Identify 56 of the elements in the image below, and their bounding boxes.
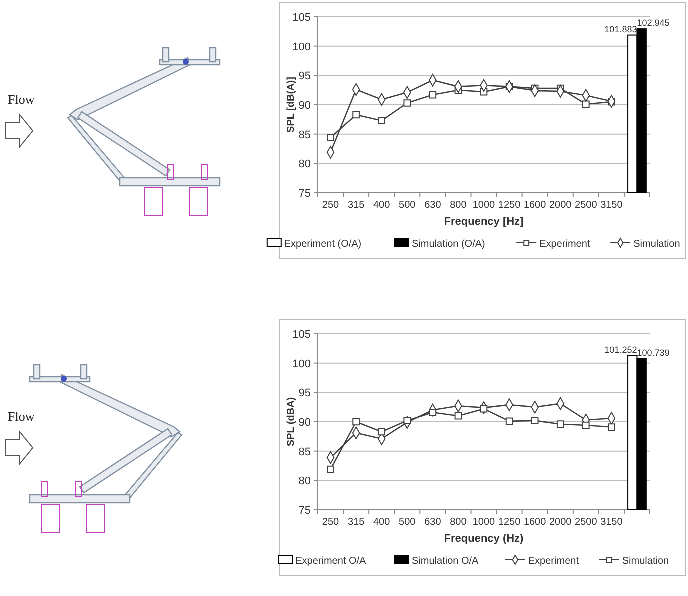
legend-label: Simulation bbox=[634, 239, 680, 250]
x-tick-label: 2500 bbox=[575, 200, 598, 211]
y-axis-title: SPL [dB(A)] bbox=[286, 77, 297, 133]
data-label: 101.252 bbox=[604, 344, 638, 355]
y-tick-label: 90 bbox=[298, 417, 311, 429]
data-label: 102.945 bbox=[637, 18, 670, 28]
y-tick-label: 75 bbox=[298, 188, 311, 200]
x-tick-label: 1600 bbox=[524, 200, 547, 211]
x-tick-label: 3150 bbox=[600, 200, 624, 211]
legend-label: Experiment O/A bbox=[296, 556, 367, 567]
y-tick-label: 90 bbox=[298, 100, 311, 112]
y-tick-label: 75 bbox=[298, 505, 311, 517]
x-tick-label: 250 bbox=[322, 200, 340, 211]
x-tick-label: 1250 bbox=[498, 200, 522, 211]
x-tick-label: 400 bbox=[374, 200, 391, 211]
x-tick-label: 800 bbox=[450, 517, 468, 528]
y-tick-label: 100 bbox=[292, 358, 311, 370]
x-tick-label: 630 bbox=[424, 517, 442, 528]
y-tick-label: 80 bbox=[298, 158, 311, 171]
x-tick-label: 315 bbox=[348, 200, 366, 211]
y-axis-title: SPL (dBA) bbox=[286, 397, 297, 447]
x-tick-label: 800 bbox=[450, 200, 468, 211]
x-tick-label: 400 bbox=[374, 517, 391, 528]
legend-label: Simulation (O/A) bbox=[412, 239, 486, 250]
data-label: 101.883 bbox=[604, 24, 638, 34]
x-tick-label: 2000 bbox=[549, 517, 572, 528]
x-tick-label: 2000 bbox=[549, 200, 572, 211]
legend-label: Simulation O/A bbox=[412, 556, 480, 567]
y-tick-label: 95 bbox=[298, 70, 311, 83]
data-label: 100.739 bbox=[637, 348, 670, 358]
x-tick-label: 500 bbox=[399, 517, 416, 528]
y-tick-label: 85 bbox=[298, 446, 311, 458]
y-tick-label: 85 bbox=[298, 129, 311, 142]
x-tick-label: 1600 bbox=[524, 517, 547, 528]
y-tick-label: 105 bbox=[292, 329, 311, 341]
y-tick-label: 95 bbox=[298, 388, 311, 400]
legend-label: Experiment bbox=[528, 556, 580, 567]
y-tick-label: 105 bbox=[292, 12, 311, 24]
x-tick-label: 315 bbox=[348, 517, 366, 528]
legend-label: Simulation bbox=[622, 556, 670, 567]
x-tick-label: 3150 bbox=[600, 517, 624, 528]
x-tick-label: 1000 bbox=[472, 517, 496, 528]
legend-label: Experiment (O/A) bbox=[284, 239, 362, 250]
legend-label: Experiment bbox=[540, 239, 590, 250]
x-axis-title: Frequency (Hz) bbox=[444, 533, 524, 545]
y-tick-label: 80 bbox=[298, 476, 311, 488]
text: Flow bbox=[8, 409, 36, 424]
x-tick-label: 1250 bbox=[498, 517, 522, 528]
y-tick-label: 100 bbox=[292, 41, 311, 54]
x-tick-label: 2500 bbox=[575, 517, 598, 528]
text: Flow bbox=[8, 92, 36, 107]
x-tick-label: 250 bbox=[322, 517, 340, 528]
x-tick-label: 630 bbox=[424, 200, 442, 211]
x-axis-title: Frequency [Hz] bbox=[444, 216, 524, 228]
x-tick-label: 500 bbox=[399, 200, 416, 211]
x-tick-label: 1000 bbox=[472, 200, 496, 211]
